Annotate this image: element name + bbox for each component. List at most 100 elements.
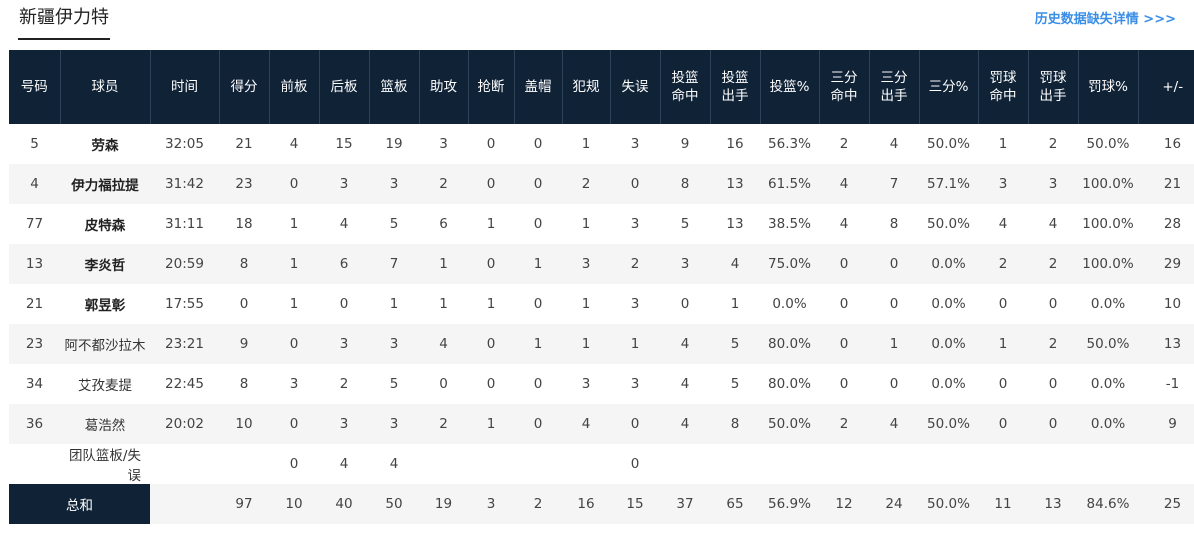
- stat-cell: 3: [581, 376, 591, 392]
- stat-cell: 8: [660, 164, 710, 204]
- column-header: 三分 命中: [819, 50, 870, 124]
- stat-cell: 0: [839, 376, 849, 392]
- stat-cell: 4: [889, 136, 899, 152]
- stat-cell: 3: [369, 164, 419, 204]
- stat-cell: 1: [289, 296, 299, 312]
- stat-cell: 9: [680, 136, 690, 152]
- stat-cell: 0.0%: [1090, 376, 1126, 392]
- stat-cell: 16: [1163, 136, 1182, 152]
- player-row: 4 伊力福拉提 31:42 23 0 3 3 2 0 0 2 0 8 13 61.5% 4 7 57.1% 3 3 10…: [9, 164, 1194, 204]
- stat-cell: 0: [468, 244, 514, 284]
- total-stat-cell: 3: [468, 484, 514, 524]
- stat-cell: 17:55: [165, 296, 204, 312]
- stat-cell: 5: [389, 376, 399, 392]
- stat-cell: 0.0%: [931, 376, 966, 392]
- stat-cell: 100.0%: [1082, 216, 1134, 232]
- history-data-link[interactable]: 历史数据缺失详情 >>>: [1034, 12, 1176, 27]
- stat-cell: [150, 444, 219, 484]
- stat-cell: 23: [219, 164, 269, 204]
- stat-cell: 77: [25, 216, 44, 232]
- column-header: 助攻: [419, 50, 469, 124]
- stat-cell: 29: [1138, 244, 1194, 284]
- stat-cell: 80.0%: [760, 324, 819, 364]
- stat-cell: 1: [998, 136, 1008, 152]
- column-header-label-line2: 出手: [1039, 88, 1067, 104]
- stat-cell: 13: [726, 216, 744, 232]
- stat-cell: 0: [486, 136, 496, 152]
- stat-cell: 0: [269, 164, 319, 204]
- stat-cell: 3: [1028, 164, 1078, 204]
- column-header-label-line2: 命中: [671, 88, 699, 104]
- stat-cell: 0: [869, 244, 919, 284]
- column-header: 罚球 出手: [1028, 50, 1079, 124]
- stat-cell: 5: [30, 136, 39, 152]
- stat-cell: 19: [385, 136, 403, 152]
- stat-cell: 75.0%: [760, 244, 819, 284]
- stat-cell: 0: [239, 296, 249, 312]
- player-row: 21 郭昱彰 17:55 0 1 0 1 1 1 0 1 3 0 1 0.0% 0 0 0.0% 0 0 0.0% 10: [9, 284, 1194, 324]
- stat-cell: 3: [319, 324, 369, 364]
- stat-cell: [419, 444, 468, 484]
- stat-cell: 10: [219, 404, 269, 444]
- total-stat-cell: 50: [369, 484, 419, 524]
- column-header-label: 投篮: [671, 70, 699, 86]
- column-header-label: 三分: [880, 70, 908, 86]
- player-name[interactable]: 艾孜麦提: [78, 378, 132, 394]
- stat-cell: 1: [419, 244, 468, 284]
- player-name[interactable]: 伊力福拉提: [60, 164, 150, 204]
- stat-cell: 3: [660, 244, 710, 284]
- column-header-label: 助攻: [430, 79, 457, 95]
- total-stat-cell: 97: [219, 484, 269, 524]
- stat-cell: 1: [869, 324, 919, 364]
- stat-cell: 2: [562, 164, 610, 204]
- column-header-label: 篮板: [380, 79, 408, 95]
- total-stat-cell: 15: [610, 484, 660, 524]
- stat-cell: 1: [389, 296, 399, 312]
- stat-cell: 34: [25, 376, 44, 392]
- player-name[interactable]: 阿不都沙拉木: [60, 324, 150, 364]
- stat-cell: 0: [978, 404, 1028, 444]
- stat-cell: 100.0%: [1078, 244, 1138, 284]
- stat-cell: 0: [289, 456, 299, 472]
- column-header-label: 失误: [621, 79, 649, 95]
- stat-cell: 4: [389, 456, 399, 472]
- team-tab[interactable]: 新疆伊力特: [18, 4, 110, 40]
- stat-cell: 28: [1163, 216, 1182, 232]
- stat-cell: [150, 484, 219, 524]
- stat-cell: 0: [998, 296, 1008, 312]
- stat-cell: 13: [9, 244, 60, 284]
- stat-cell: 0: [269, 324, 319, 364]
- stat-cell: 18: [235, 216, 253, 232]
- stat-cell: 0: [889, 296, 899, 312]
- stat-cell: 1: [581, 296, 591, 312]
- stat-cell: 0: [468, 324, 514, 364]
- stat-cell: [978, 444, 1028, 484]
- stat-cell: 21: [25, 296, 44, 312]
- player-name[interactable]: 郭昱彰: [84, 298, 126, 314]
- stat-cell: 0.0%: [1090, 296, 1126, 312]
- stat-cell: 4: [819, 164, 869, 204]
- column-header-label: 罚球%: [1088, 79, 1128, 95]
- column-header-label: 投篮%: [769, 79, 810, 95]
- stat-cell: 8: [239, 376, 249, 392]
- stat-cell: 1: [289, 216, 299, 232]
- stat-cell: 4: [660, 404, 710, 444]
- player-name[interactable]: 李炎哲: [60, 244, 150, 284]
- stat-cell: 2: [1028, 324, 1078, 364]
- stat-cell: 13: [710, 164, 760, 204]
- player-name[interactable]: 皮特森: [84, 218, 126, 234]
- stat-cell: [9, 444, 60, 484]
- stat-cell: -1: [1165, 376, 1180, 392]
- stat-cell: 0: [889, 376, 899, 392]
- stat-cell: 0.0%: [772, 296, 807, 312]
- stat-cell: 4: [839, 216, 849, 232]
- stat-cell: 0: [439, 376, 448, 392]
- header-row: 号码 球员 时间 得分 前板 后板 篮板 助攻 抢断 盖帽 犯规 失误 投篮 命中 投篮 出手 投篮% 三分 命中三…: [9, 50, 1194, 124]
- column-header-label-line2: 命中: [830, 88, 858, 104]
- stat-cell: 0: [533, 136, 543, 152]
- stat-cell: 1: [486, 296, 496, 312]
- player-name[interactable]: 葛浩然: [60, 404, 150, 444]
- total-stat-cell: 10: [269, 484, 319, 524]
- player-name[interactable]: 劳森: [91, 138, 119, 154]
- column-header: 犯规: [562, 50, 611, 124]
